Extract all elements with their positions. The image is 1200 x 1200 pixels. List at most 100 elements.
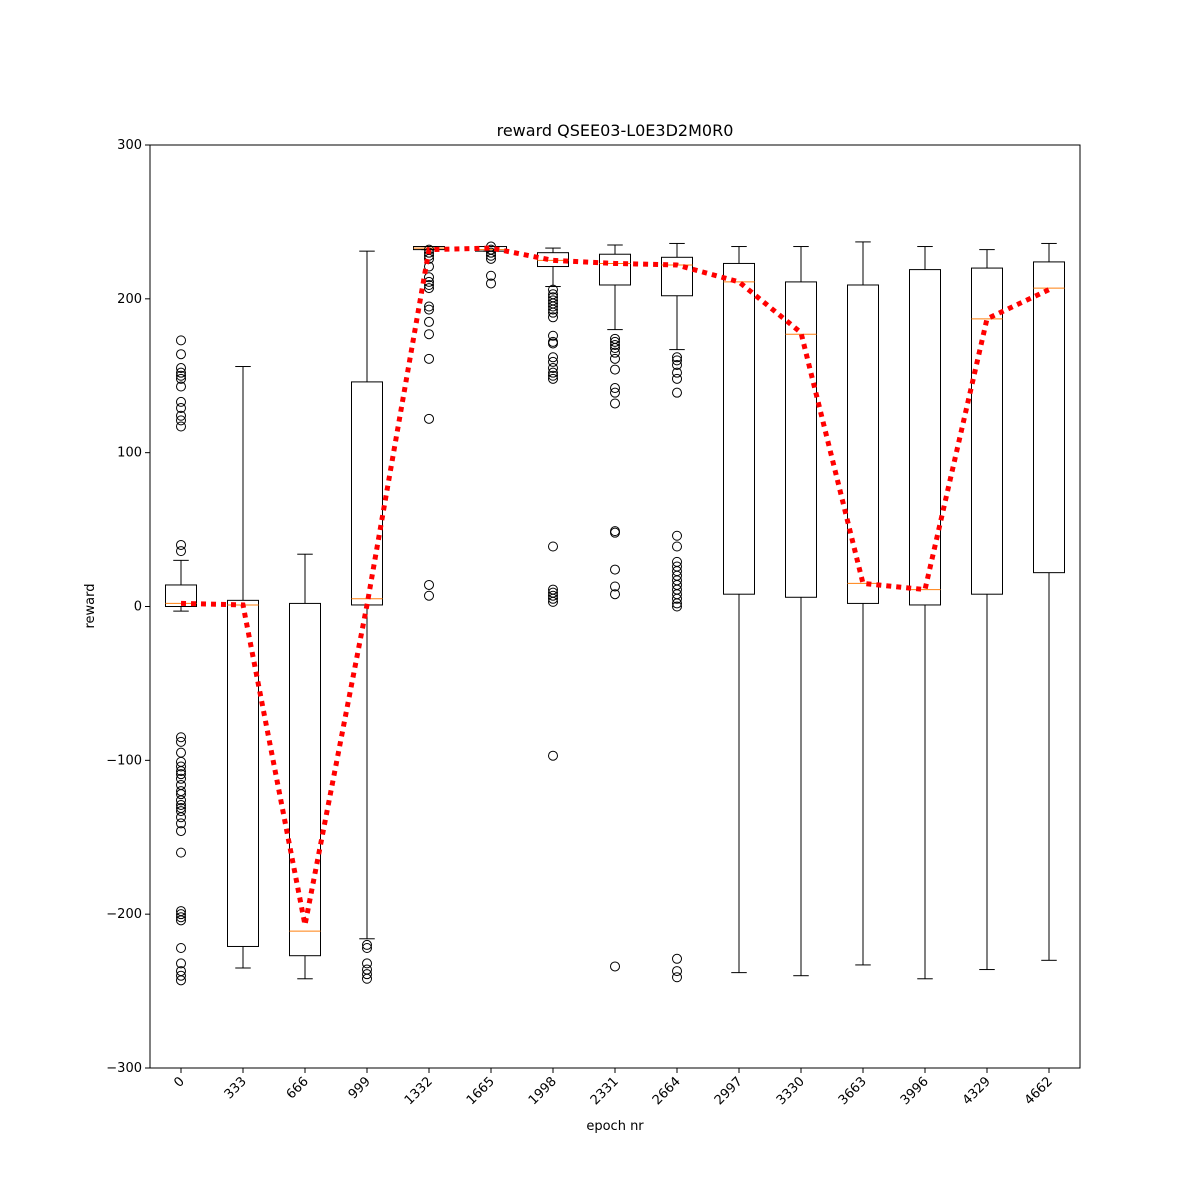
outlier-point <box>486 278 496 289</box>
outlier-point <box>176 370 186 381</box>
outlier-point <box>672 541 682 552</box>
outlier-point <box>176 367 186 378</box>
outlier-point <box>548 352 558 363</box>
outlier-point <box>176 761 186 772</box>
outlier-point <box>176 736 186 747</box>
outlier-point <box>610 364 620 375</box>
outlier-point <box>362 939 372 950</box>
outlier-point <box>672 953 682 964</box>
outlier-point <box>672 373 682 384</box>
outlier-point <box>176 773 186 784</box>
outlier-point <box>362 943 372 954</box>
x-axis-label: epoch nr <box>586 1119 644 1134</box>
outlier-point <box>672 359 682 370</box>
outlier-point <box>672 355 682 366</box>
outlier-point <box>176 381 186 392</box>
outlier-point <box>610 961 620 972</box>
outlier-point <box>610 527 620 538</box>
outlier-point <box>548 307 558 318</box>
outlier-point <box>672 387 682 398</box>
outlier-point <box>610 564 620 575</box>
y-tick-label: −200 <box>106 907 142 922</box>
outlier-point <box>610 383 620 394</box>
outlier-point <box>176 747 186 758</box>
median-trend-line <box>180 245 1051 926</box>
outlier-point <box>672 593 682 604</box>
x-tick-label: 1665 <box>464 1074 498 1108</box>
outlier-point <box>424 272 434 283</box>
y-axis-label: reward <box>83 583 98 628</box>
box <box>1033 261 1065 574</box>
x-tick-label: 4662 <box>1022 1074 1056 1108</box>
outlier-point <box>610 581 620 592</box>
outlier-point <box>548 338 558 349</box>
outlier-point <box>176 732 186 743</box>
y-tick-label: 200 <box>117 292 142 307</box>
outlier-point <box>176 766 186 777</box>
outlier-point <box>610 353 620 364</box>
outlier-point <box>672 972 682 983</box>
outlier-point <box>424 301 434 312</box>
outlier-point <box>548 590 558 601</box>
outlier-point <box>176 403 186 414</box>
outlier-point <box>610 347 620 358</box>
outlier-point <box>362 958 372 969</box>
outlier-point <box>176 396 186 407</box>
outlier-point <box>548 596 558 607</box>
outlier-point <box>176 943 186 954</box>
x-tick-label: 1332 <box>402 1074 436 1108</box>
outlier-point <box>176 812 186 823</box>
x-tick-label: 333 <box>222 1074 250 1102</box>
x-tick-label: 2331 <box>588 1074 622 1108</box>
box <box>971 267 1003 595</box>
outlier-point <box>424 353 434 364</box>
y-tick-label: −100 <box>106 753 142 768</box>
outlier-point <box>672 352 682 363</box>
outlier-point <box>176 818 186 829</box>
box <box>723 262 755 595</box>
outlier-point <box>672 598 682 609</box>
outlier-point <box>424 413 434 424</box>
outlier-point <box>176 915 186 926</box>
outlier-point <box>548 356 558 367</box>
outlier-point <box>424 316 434 327</box>
outlier-point <box>176 847 186 858</box>
outlier-point <box>362 969 372 980</box>
outlier-point <box>610 343 620 354</box>
outlier-point <box>176 539 186 550</box>
outlier-point <box>610 387 620 398</box>
chart-title: reward QSEE03-L0E3D2M0R0 <box>497 121 734 140</box>
outlier-point <box>424 590 434 601</box>
x-tick-label: 3996 <box>898 1074 932 1108</box>
x-tick-label: 999 <box>346 1074 374 1102</box>
outlier-point <box>176 373 186 384</box>
outlier-point <box>176 363 186 374</box>
outlier-point <box>176 958 186 969</box>
box <box>475 246 507 252</box>
outlier-point <box>176 799 186 810</box>
outlier-point <box>176 970 186 981</box>
y-tick-label: 100 <box>117 446 142 461</box>
box <box>599 253 631 286</box>
x-tick-label: 2997 <box>712 1074 746 1108</box>
outlier-point <box>176 421 186 432</box>
y-tick-label: −300 <box>106 1061 142 1076</box>
outlier-point <box>486 250 496 261</box>
outlier-point <box>424 279 434 290</box>
x-tick-label: 3330 <box>774 1074 808 1108</box>
outlier-point <box>424 329 434 340</box>
outlier-point <box>672 367 682 378</box>
outlier-point <box>176 909 186 920</box>
outlier-point <box>176 769 186 780</box>
x-tick-label: 0 <box>171 1074 187 1090</box>
outlier-point <box>548 367 558 378</box>
outlier-point <box>610 336 620 347</box>
box <box>289 602 321 957</box>
outlier-point <box>486 270 496 281</box>
outlier-point <box>548 312 558 323</box>
outlier-point <box>424 579 434 590</box>
outlier-point <box>548 370 558 381</box>
outlier-point <box>176 410 186 421</box>
x-tick-label: 1998 <box>526 1074 560 1108</box>
outlier-point <box>672 601 682 612</box>
